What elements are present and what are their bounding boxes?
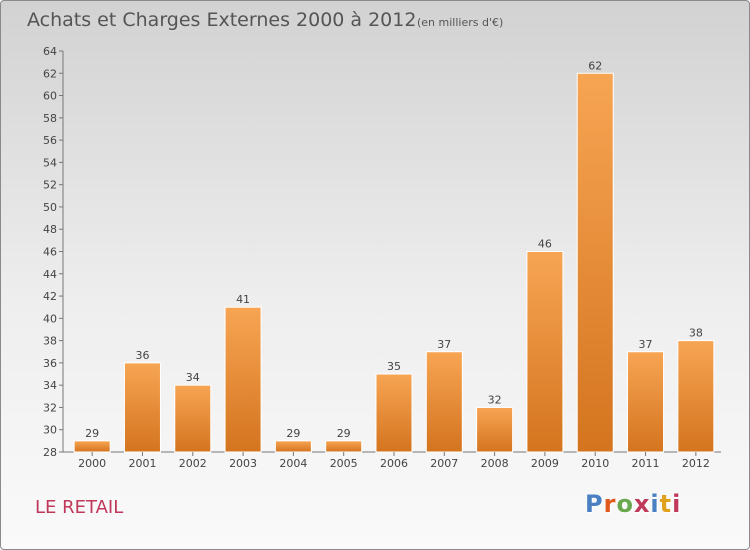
x-tick-label-2003: 2003 bbox=[229, 457, 257, 470]
logo-letter: o bbox=[616, 490, 634, 518]
y-tick-label: 58 bbox=[43, 112, 57, 125]
bar-2002 bbox=[174, 384, 212, 453]
data-label-2010: 62 bbox=[588, 59, 602, 72]
bar-2004 bbox=[274, 440, 312, 453]
x-tick-label-2010: 2010 bbox=[581, 457, 609, 470]
x-tick-label-2000: 2000 bbox=[78, 457, 106, 470]
y-tick-label: 32 bbox=[43, 401, 57, 414]
data-label-2012: 38 bbox=[689, 327, 703, 340]
y-tick-label: 36 bbox=[43, 357, 57, 370]
y-tick-label: 52 bbox=[43, 179, 57, 192]
y-tick-label: 46 bbox=[43, 246, 57, 259]
bar-2010 bbox=[576, 72, 614, 453]
y-tick-label: 60 bbox=[43, 90, 57, 103]
x-tick-label-2005: 2005 bbox=[330, 457, 358, 470]
data-label-2004: 29 bbox=[286, 427, 300, 440]
y-tick-label: 48 bbox=[43, 223, 57, 236]
data-label-2009: 46 bbox=[538, 238, 552, 251]
chart-subtitle: (en milliers d'€) bbox=[417, 16, 504, 29]
y-tick-label: 30 bbox=[43, 424, 57, 437]
x-tick-label-2002: 2002 bbox=[179, 457, 207, 470]
bar-2003 bbox=[224, 306, 262, 453]
y-tick-label: 44 bbox=[43, 268, 57, 281]
bar-2008 bbox=[476, 406, 514, 453]
y-tick-label: 38 bbox=[43, 335, 57, 348]
data-label-2008: 32 bbox=[488, 393, 502, 406]
logo-letter: i bbox=[650, 490, 660, 518]
x-tick-label-2008: 2008 bbox=[481, 457, 509, 470]
bar-2011 bbox=[627, 351, 665, 453]
data-label-2001: 36 bbox=[135, 349, 149, 362]
x-tick-label-2011: 2011 bbox=[632, 457, 660, 470]
logo-letter: t bbox=[659, 490, 673, 518]
bar-2009 bbox=[526, 251, 564, 453]
bar-2012 bbox=[677, 340, 715, 453]
x-tick-label-2004: 2004 bbox=[279, 457, 307, 470]
y-tick-label: 40 bbox=[43, 312, 57, 325]
chart-title: Achats et Charges Externes 2000 à 2012 bbox=[27, 9, 417, 31]
x-tick-label-2001: 2001 bbox=[128, 457, 156, 470]
bar-2005 bbox=[325, 440, 363, 453]
y-tick-label: 54 bbox=[43, 156, 57, 169]
data-label-2003: 41 bbox=[236, 293, 250, 306]
y-tick-label: 28 bbox=[43, 446, 57, 459]
data-label-2005: 29 bbox=[337, 427, 351, 440]
logo-letter: i bbox=[672, 490, 682, 518]
data-label-2006: 35 bbox=[387, 360, 401, 373]
data-label-2002: 34 bbox=[186, 371, 200, 384]
bar-2001 bbox=[123, 362, 161, 453]
bar-2007 bbox=[425, 351, 463, 453]
proxiti-logo: Proxiti bbox=[585, 490, 681, 518]
logo-letter: x bbox=[633, 490, 651, 518]
y-tick-label: 64 bbox=[43, 45, 57, 58]
bar-2000 bbox=[73, 440, 111, 453]
y-tick-label: 62 bbox=[43, 67, 57, 80]
data-label-2007: 37 bbox=[437, 338, 451, 351]
x-tick-label-2007: 2007 bbox=[430, 457, 458, 470]
y-tick-label: 42 bbox=[43, 290, 57, 303]
place-name: LE RETAIL bbox=[35, 497, 124, 518]
x-tick-label-2009: 2009 bbox=[531, 457, 559, 470]
y-tick-label: 50 bbox=[43, 201, 57, 214]
logo-letter: P bbox=[585, 490, 604, 518]
bar-2006 bbox=[375, 373, 413, 453]
logo-letter: r bbox=[603, 490, 617, 518]
x-tick-label-2006: 2006 bbox=[380, 457, 408, 470]
y-tick-label: 34 bbox=[43, 379, 57, 392]
y-tick-label: 56 bbox=[43, 134, 57, 147]
data-label-2011: 37 bbox=[639, 338, 653, 351]
data-label-2000: 29 bbox=[85, 427, 99, 440]
x-tick-label-2012: 2012 bbox=[682, 457, 710, 470]
